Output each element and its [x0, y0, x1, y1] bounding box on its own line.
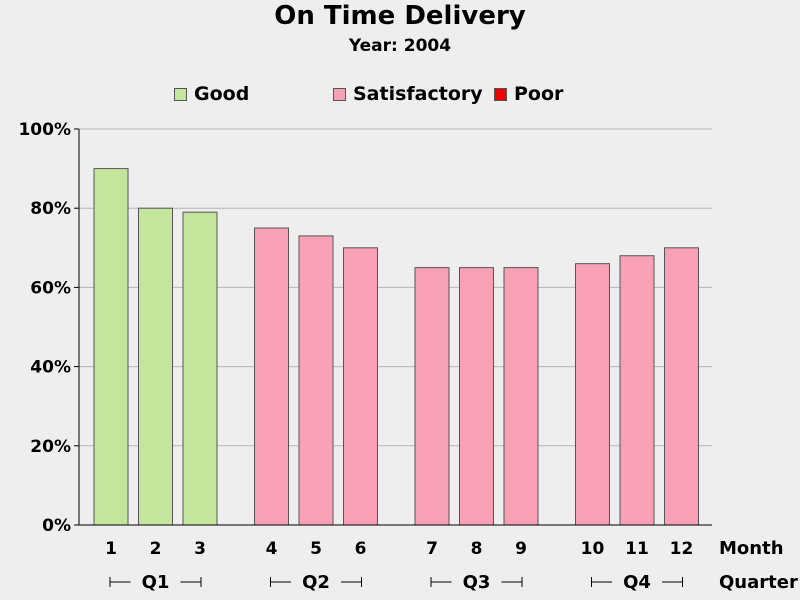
bar-month-3 — [182, 211, 218, 526]
legend-swatch-good — [174, 87, 187, 101]
legend-label-good: Good — [194, 83, 250, 105]
bar-month-1 — [93, 168, 129, 526]
bar-month-9 — [503, 267, 539, 526]
bar-month-12 — [664, 247, 699, 526]
bar-month-7 — [414, 267, 450, 526]
x-tick-label-month-5: 5 — [310, 539, 322, 559]
x-tick-label-month-10: 10 — [581, 539, 605, 559]
y-tick-label: 60% — [30, 278, 71, 298]
y-tick-label: 100% — [18, 120, 71, 140]
legend-label-satisfactory: Satisfactory — [353, 83, 483, 105]
chart-title: On Time Delivery — [274, 1, 526, 31]
legend-swatch-poor — [494, 87, 507, 101]
quarter-label-Q3: Q3 — [463, 572, 491, 593]
bar-month-11 — [619, 255, 655, 526]
legend-swatch-satisfactory — [333, 87, 346, 101]
x-axis-label-quarter: Quarter — [719, 572, 798, 593]
y-tick-label: 20% — [30, 437, 71, 457]
bar-month-2 — [138, 207, 173, 526]
x-tick-label-month-3: 3 — [194, 539, 206, 559]
legend-item-poor: Poor — [494, 83, 563, 105]
y-tick-label: 80% — [30, 199, 71, 219]
legend-item-good: Good — [174, 83, 249, 105]
bar-month-10 — [575, 263, 610, 526]
legend: Good Satisfactory Poor — [0, 83, 800, 107]
x-tick-label-month-11: 11 — [625, 539, 649, 559]
bar-month-4 — [254, 227, 289, 526]
x-tick-label-month-9: 9 — [515, 539, 527, 559]
x-tick-label-month-7: 7 — [426, 539, 438, 559]
bar-month-6 — [343, 247, 378, 526]
legend-item-satisfactory: Satisfactory — [333, 83, 483, 105]
x-tick-label-month-2: 2 — [150, 539, 162, 559]
x-axis-label-month: Month — [719, 538, 784, 559]
quarter-label-Q4: Q4 — [623, 572, 651, 593]
x-tick-label-month-8: 8 — [471, 539, 483, 559]
x-tick-label-month-12: 12 — [670, 539, 694, 559]
bar-month-5 — [298, 235, 334, 526]
legend-label-poor: Poor — [514, 83, 564, 105]
quarter-label-Q1: Q1 — [142, 572, 170, 593]
chart-subtitle: Year: 2004 — [348, 36, 452, 56]
x-tick-label-month-1: 1 — [105, 539, 117, 559]
y-tick-label: 0% — [42, 516, 71, 536]
quarter-label-Q2: Q2 — [302, 572, 330, 593]
y-tick-label: 40% — [30, 358, 71, 378]
x-tick-label-month-4: 4 — [266, 539, 278, 559]
x-tick-label-month-6: 6 — [355, 539, 367, 559]
bar-month-8 — [459, 267, 494, 526]
